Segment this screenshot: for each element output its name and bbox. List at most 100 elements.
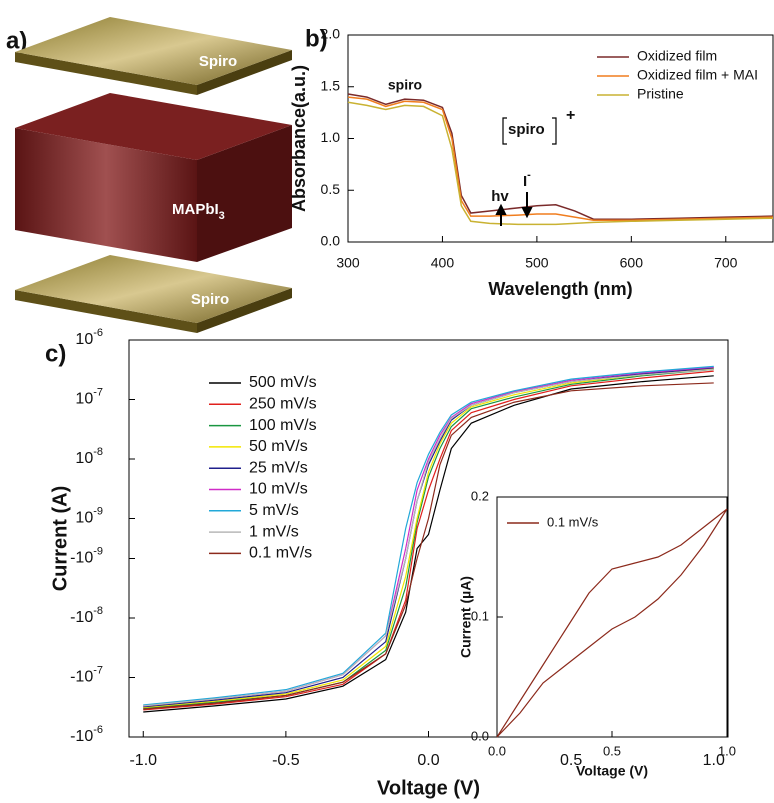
x-axis-title: Wavelength (nm) xyxy=(488,279,632,299)
legend-label: 25 mV/s xyxy=(249,459,308,476)
x-tick-label: 0.5 xyxy=(560,752,582,769)
y-tick-label: 1.5 xyxy=(321,77,341,93)
legend-label: 50 mV/s xyxy=(249,438,308,455)
x-axis-title: Voltage (V) xyxy=(377,777,480,799)
data-line xyxy=(347,96,774,222)
x-tick-label: 0.5 xyxy=(603,743,621,758)
bracket xyxy=(502,117,557,145)
x-tick-label: 0.0 xyxy=(417,752,439,769)
annotation-text: I xyxy=(523,173,527,190)
x-tick-label: 1.0 xyxy=(703,752,725,769)
y-tick-label: 0.0 xyxy=(321,233,341,249)
layer-label: Spiro xyxy=(191,291,229,308)
layer-edge xyxy=(15,52,197,95)
y-tick-label: -10-9 xyxy=(70,545,103,566)
y-axis-title: Current (A) xyxy=(49,486,71,592)
x-tick-label: 300 xyxy=(336,255,360,271)
layer-face xyxy=(15,17,292,85)
y-tick-base: 10 xyxy=(75,510,93,527)
y-tick-exponent: -8 xyxy=(93,446,103,458)
x-axis-title: Voltage (V) xyxy=(576,763,648,779)
panel-label: c) xyxy=(45,340,66,367)
y-tick-label: 10-6 xyxy=(75,327,103,348)
x-tick-label: 400 xyxy=(431,255,455,271)
arrow xyxy=(521,192,533,219)
plot-frame xyxy=(128,339,729,738)
annotation: hv xyxy=(491,188,509,205)
layer-face xyxy=(15,128,197,262)
data-line xyxy=(347,93,774,220)
y-axis-title: Absorbance(a.u.) xyxy=(289,65,309,212)
annotation: spiro xyxy=(508,121,545,138)
data-line xyxy=(143,370,714,711)
y-tick-base: 10 xyxy=(75,331,93,348)
y-tick-base: -10 xyxy=(70,728,93,745)
annotation: I- xyxy=(523,169,531,190)
layer-face xyxy=(197,125,292,262)
y-tick-base: 10 xyxy=(75,450,93,467)
annotation: spiro xyxy=(388,77,422,93)
y-tick-label: 10-7 xyxy=(75,386,103,407)
layer-edge xyxy=(197,288,292,333)
legend-label: 1 mV/s xyxy=(249,523,299,540)
layer-face xyxy=(15,93,292,160)
data-line xyxy=(496,508,728,738)
arrow xyxy=(495,203,507,226)
y-tick-exponent: -9 xyxy=(93,545,103,557)
y-tick-label: -10-8 xyxy=(70,605,103,626)
y-tick-exponent: -6 xyxy=(93,327,103,339)
data-line xyxy=(347,101,774,226)
chart: c)-1.0 -0.5 0.0 0.5 1.010-610-710-810-9-10-9… xyxy=(45,327,729,799)
plot-frame xyxy=(347,34,774,243)
data-line xyxy=(143,368,714,707)
layer-label: Spiro xyxy=(199,53,237,70)
layer-edge xyxy=(15,290,197,333)
y-tick-label: 2.0 xyxy=(321,26,341,42)
x-tick-label: 1.0 xyxy=(718,743,736,758)
legend-label: Oxidized film xyxy=(637,48,717,64)
y-tick-label: 0.0 xyxy=(471,728,489,743)
layer-diagram: a) Spiro MAPbI3 Spiro xyxy=(6,17,292,333)
y-tick-exponent: -9 xyxy=(93,505,103,517)
panel-label: b) xyxy=(305,25,328,52)
y-tick-label: 0.5 xyxy=(321,181,341,197)
x-tick-label: -0.5 xyxy=(272,752,300,769)
y-tick-label: 10-9 xyxy=(75,505,103,526)
chart: b) 300 400 500 600 700 0.0 0.5 1.0 1.5 2.0 Waveleng… xyxy=(289,25,774,299)
y-tick-label: 0.2 xyxy=(471,488,489,503)
layer-edge xyxy=(197,50,292,95)
y-tick-base: -10 xyxy=(70,669,93,686)
x-tick-label: 500 xyxy=(525,255,549,271)
legend-label: 0.1 mV/s xyxy=(547,514,599,529)
annotation-charge: - xyxy=(527,169,531,181)
y-axis-title: Current (µA) xyxy=(458,576,474,658)
x-tick-label: -1.0 xyxy=(129,752,157,769)
legend-label: 100 mV/s xyxy=(249,417,317,434)
y-tick-exponent: -7 xyxy=(93,386,103,398)
plot-frame xyxy=(496,496,728,738)
x-tick-label: 600 xyxy=(620,255,644,271)
y-tick-exponent: -8 xyxy=(93,605,103,617)
y-tick-exponent: -7 xyxy=(93,664,103,676)
y-tick-base: -10 xyxy=(70,550,93,567)
panel-label: a) xyxy=(6,27,27,54)
y-tick-label: -10-7 xyxy=(70,664,103,685)
x-tick-label: 700 xyxy=(714,255,738,271)
y-tick-label: 0.1 xyxy=(471,608,489,623)
layer-face xyxy=(15,255,292,323)
legend-label: 500 mV/s xyxy=(249,374,317,391)
chart: 0.0 0.5 1.0 0.0 0.1 0.2 Voltage (V) Current (µA… xyxy=(458,488,736,778)
y-tick-label: -10-6 xyxy=(70,724,103,745)
legend-label: Pristine xyxy=(637,86,684,102)
y-tick-base: 10 xyxy=(75,391,93,408)
data-line xyxy=(143,382,714,710)
layer-label-sub: 3 xyxy=(219,210,225,222)
annotation: + xyxy=(566,107,575,124)
legend-label: 10 mV/s xyxy=(249,481,308,498)
legend-label: 0.1 mV/s xyxy=(249,545,312,562)
layer-label: MAPbI3 xyxy=(172,201,225,222)
inset-background xyxy=(497,497,727,737)
legend-label: Oxidized film + MAI xyxy=(637,67,758,83)
